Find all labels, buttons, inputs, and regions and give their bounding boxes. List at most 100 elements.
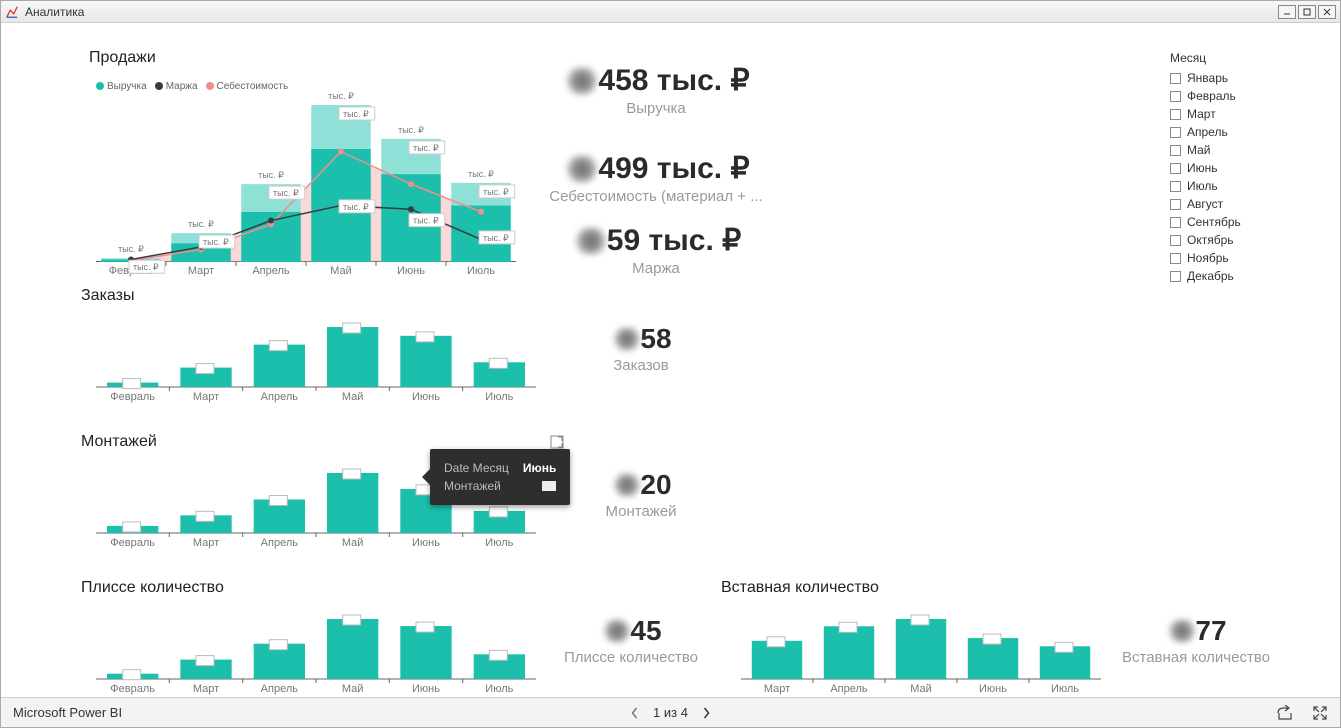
checkbox-icon bbox=[1170, 91, 1181, 102]
slicer-item[interactable]: Март bbox=[1170, 105, 1320, 123]
app-window: Аналитика Месяц ЯнварьФевральМартАпрельМ… bbox=[0, 0, 1341, 728]
svg-text:Март: Март bbox=[188, 265, 214, 277]
svg-text:Июнь: Июнь bbox=[979, 683, 1007, 695]
slicer-item-label: Октябрь bbox=[1187, 233, 1234, 247]
maximize-button[interactable] bbox=[1298, 5, 1316, 19]
svg-text:тыс. ₽: тыс. ₽ bbox=[343, 202, 369, 212]
svg-text:тыс. ₽: тыс. ₽ bbox=[343, 109, 369, 119]
plisse-chart[interactable]: ФевральМартАпрельМайИюньИюль bbox=[96, 605, 536, 695]
tooltip-value bbox=[542, 477, 556, 495]
close-button[interactable] bbox=[1318, 5, 1336, 19]
page-next-button[interactable] bbox=[702, 706, 712, 720]
insert-chart[interactable]: Март Апрель Май Июнь Июль bbox=[741, 605, 1101, 695]
svg-text:тыс. ₽: тыс. ₽ bbox=[258, 170, 284, 180]
kpi-margin: 59 тыс. ₽ Маржа bbox=[531, 223, 781, 277]
slicer-item-label: Ноябрь bbox=[1187, 251, 1229, 265]
svg-text:Июль: Июль bbox=[485, 683, 513, 695]
svg-text:тыс. ₽: тыс. ₽ bbox=[468, 169, 494, 179]
slicer-item-label: Август bbox=[1187, 197, 1223, 211]
slicer-item[interactable]: Ноябрь bbox=[1170, 249, 1320, 267]
svg-text:тыс. ₽: тыс. ₽ bbox=[203, 237, 229, 247]
plisse-title: Плиссе количество bbox=[81, 579, 224, 597]
slicer-item[interactable]: Апрель bbox=[1170, 123, 1320, 141]
svg-text:тыс. ₽: тыс. ₽ bbox=[398, 125, 424, 135]
checkbox-icon bbox=[1170, 253, 1181, 264]
kpi-cost-label: Себестоимость (материал + ... bbox=[531, 188, 781, 205]
svg-text:тыс. ₽: тыс. ₽ bbox=[118, 244, 144, 254]
kpi-revenue-label: Выручка bbox=[531, 100, 781, 117]
svg-text:тыс. ₽: тыс. ₽ bbox=[273, 188, 299, 198]
tooltip-key: Монтажей bbox=[444, 477, 501, 495]
checkbox-icon bbox=[1170, 271, 1181, 282]
checkbox-icon bbox=[1170, 109, 1181, 120]
sales-chart[interactable]: ФевральМартАпрельМайИюньИюльтыс. ₽тыс. ₽… bbox=[96, 101, 516, 276]
month-slicer: Месяц ЯнварьФевральМартАпрельМайИюньИюль… bbox=[1170, 51, 1320, 285]
kpi-margin-value: 59 тыс. ₽ bbox=[607, 223, 741, 258]
titlebar: Аналитика bbox=[1, 1, 1340, 23]
checkbox-icon bbox=[1170, 127, 1181, 138]
slicer-item[interactable]: Август bbox=[1170, 195, 1320, 213]
svg-text:Февраль: Февраль bbox=[110, 537, 155, 549]
svg-text:Май: Май bbox=[342, 537, 364, 549]
checkbox-icon bbox=[1170, 235, 1181, 246]
svg-text:тыс. ₽: тыс. ₽ bbox=[328, 91, 354, 101]
orders-plot: ФевральМартАпрельМайИюньИюль bbox=[96, 313, 536, 403]
svg-text:Март: Март bbox=[193, 391, 219, 403]
svg-text:Апрель: Апрель bbox=[261, 683, 299, 695]
kpi-orders-label: Заказов bbox=[566, 357, 716, 374]
install-title: Монтажей bbox=[81, 433, 157, 451]
svg-text:Апрель: Апрель bbox=[261, 537, 299, 549]
slicer-item-label: Июль bbox=[1187, 179, 1218, 193]
svg-text:тыс. ₽: тыс. ₽ bbox=[188, 219, 214, 229]
slicer-item[interactable]: Май bbox=[1170, 141, 1320, 159]
svg-text:Июль: Июль bbox=[467, 265, 495, 277]
svg-text:тыс. ₽: тыс. ₽ bbox=[413, 216, 439, 226]
svg-text:Май: Май bbox=[342, 391, 364, 403]
svg-text:Апрель: Апрель bbox=[830, 683, 868, 695]
slicer-item[interactable]: Октябрь bbox=[1170, 231, 1320, 249]
share-button[interactable] bbox=[1276, 705, 1294, 721]
svg-text:Февраль: Февраль bbox=[110, 391, 155, 403]
svg-text:Март: Март bbox=[764, 683, 790, 695]
slicer-item-label: Март bbox=[1187, 107, 1216, 121]
focus-mode-icon[interactable] bbox=[550, 435, 564, 449]
slicer-item-label: Февраль bbox=[1187, 89, 1236, 103]
smudge bbox=[562, 155, 602, 183]
orders-chart[interactable]: ФевральМартАпрельМайИюньИюль bbox=[96, 313, 536, 403]
svg-text:Апрель: Апрель bbox=[261, 391, 299, 403]
slicer-item[interactable]: Декабрь bbox=[1170, 267, 1320, 285]
slicer-item[interactable]: Январь bbox=[1170, 69, 1320, 87]
sales-plot: ФевральМартАпрельМайИюньИюльтыс. ₽тыс. ₽… bbox=[96, 101, 516, 276]
svg-text:Май: Май bbox=[910, 683, 932, 695]
svg-text:Июль: Июль bbox=[1051, 683, 1079, 695]
pager: 1 из 4 bbox=[629, 705, 712, 720]
fullscreen-button[interactable] bbox=[1312, 705, 1328, 721]
slicer-item[interactable]: Сентябрь bbox=[1170, 213, 1320, 231]
svg-text:Июнь: Июнь bbox=[412, 391, 440, 403]
svg-text:тыс. ₽: тыс. ₽ bbox=[133, 262, 159, 272]
kpi-insert-value: 77 bbox=[1195, 615, 1226, 647]
slicer-item-label: Апрель bbox=[1187, 125, 1228, 139]
slicer-item[interactable]: Июль bbox=[1170, 177, 1320, 195]
app-brand: Microsoft Power BI bbox=[13, 705, 122, 720]
slicer-item-label: Декабрь bbox=[1187, 269, 1234, 283]
sales-legend: ВыручкаМаржаСебестоимость bbox=[96, 81, 288, 92]
kpi-plisse: 45 Плиссе количество bbox=[546, 615, 716, 666]
kpi-plisse-label: Плиссе количество bbox=[546, 649, 716, 666]
checkbox-icon bbox=[1170, 145, 1181, 156]
window-title: Аналитика bbox=[25, 5, 84, 19]
svg-text:тыс. ₽: тыс. ₽ bbox=[483, 187, 509, 197]
sales-title: Продажи bbox=[89, 49, 156, 67]
svg-text:Май: Май bbox=[342, 683, 364, 695]
slicer-item[interactable]: Июнь bbox=[1170, 159, 1320, 177]
checkbox-icon bbox=[1170, 163, 1181, 174]
tooltip: Date МесяцИюньМонтажей bbox=[430, 449, 570, 505]
page-prev-button[interactable] bbox=[629, 706, 639, 720]
svg-text:Март: Март bbox=[193, 683, 219, 695]
smudge bbox=[571, 227, 611, 255]
smudge bbox=[610, 473, 644, 497]
kpi-orders-value: 58 bbox=[640, 323, 671, 355]
minimize-button[interactable] bbox=[1278, 5, 1296, 19]
checkbox-icon bbox=[1170, 181, 1181, 192]
slicer-item[interactable]: Февраль bbox=[1170, 87, 1320, 105]
